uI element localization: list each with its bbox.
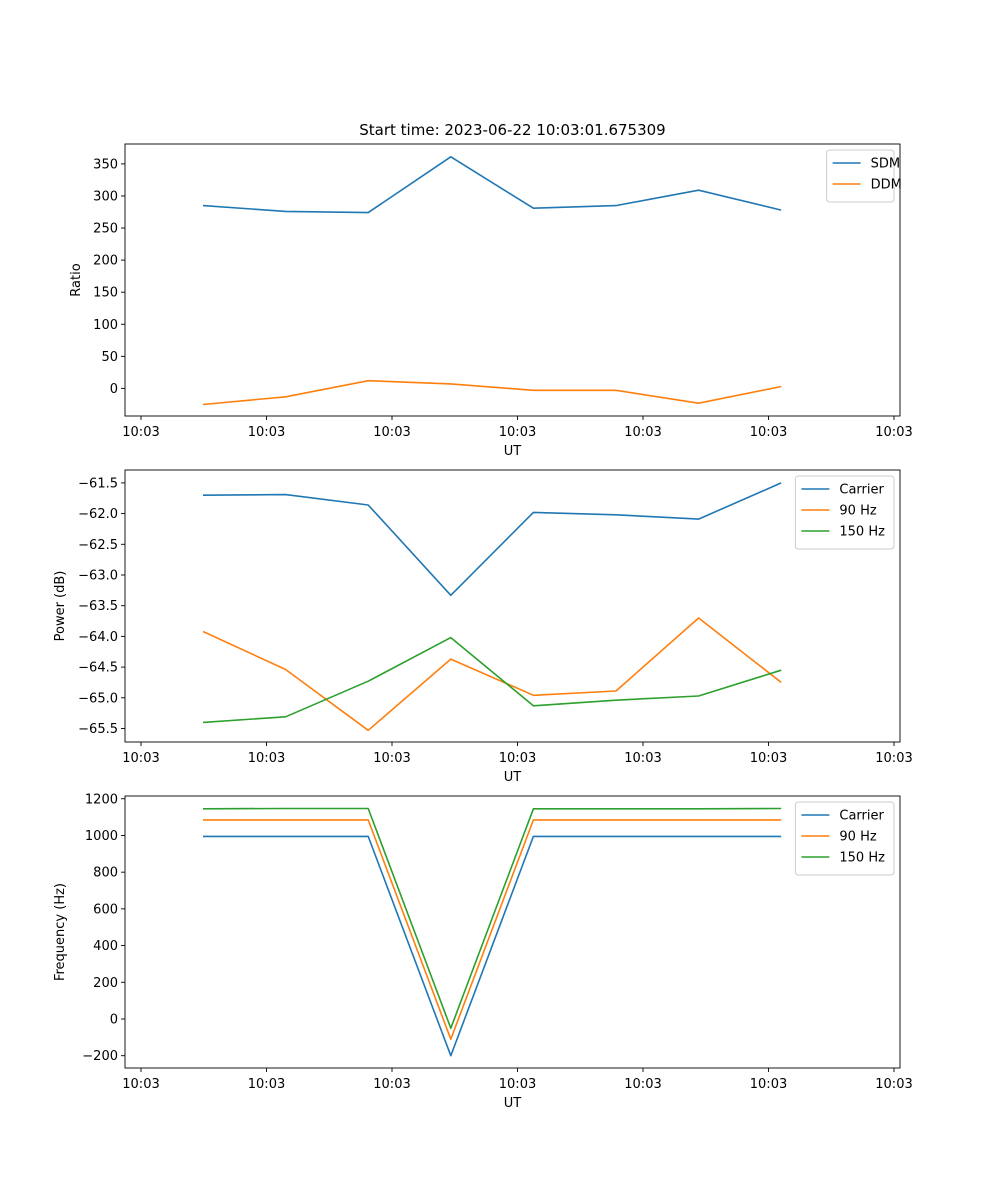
subplot-2: 10:0310:0310:0310:0310:0310:0310:0310:04… (53, 469, 913, 785)
x-tick-label: 10:03 (373, 425, 410, 440)
y-tick-label: 50 (101, 350, 118, 365)
series-line-90-hz (202, 617, 782, 732)
series-line-150-hz (202, 636, 782, 724)
legend-label: Carrier (839, 809, 884, 824)
series-line-150-hz (202, 807, 782, 1029)
series-line-90-hz (203, 819, 782, 1040)
x-tick-label: 10:03 (750, 425, 787, 440)
x-tick-label: 10:03 (624, 751, 661, 766)
subplot-1: 10:0310:0310:0310:0310:0310:0310:0310:04… (69, 143, 913, 459)
x-tick-label: 10:03 (248, 751, 285, 766)
series-line-ddm (202, 379, 782, 406)
y-tick-label: 150 (93, 286, 118, 301)
subplots: 10:0310:0310:0310:0310:0310:0310:0310:04… (53, 143, 913, 1111)
x-tick-label: 10:03 (499, 1077, 536, 1092)
x-tick-label: 10:03 (499, 425, 536, 440)
legend-label: Carrier (839, 483, 884, 498)
legend: Carrier 90 Hz 150 Hz (794, 801, 895, 876)
y-axis-label: Frequency (Hz) (53, 883, 68, 981)
y-tick-label: −64.0 (78, 630, 118, 645)
x-tick-label: 10:03 (122, 1077, 159, 1092)
legend-label: DDM (871, 178, 902, 193)
y-axis-label: Power (dB) (53, 571, 68, 642)
legend-label: SDM (871, 157, 900, 172)
figure-title: Start time: 2023-06-22 10:03:01.675309 (359, 121, 665, 139)
y-tick-label: −62.5 (78, 538, 118, 553)
x-axis-label: UT (504, 444, 522, 459)
y-tick-label: −63.5 (78, 599, 118, 614)
legend-label: 150 Hz (839, 525, 885, 540)
y-tick-label: 200 (93, 254, 118, 269)
y-tick-label: 200 (93, 976, 118, 991)
y-tick-label: 1200 (85, 792, 118, 807)
series-line-sdm (202, 156, 782, 214)
legend: Carrier 90 Hz 150 Hz (794, 475, 895, 550)
x-tick-label: 10:03 (122, 425, 159, 440)
y-tick-label: 0 (110, 1012, 118, 1027)
y-tick-label: 800 (93, 866, 118, 881)
y-tick-label: 100 (93, 318, 118, 333)
y-tick-label: 400 (93, 939, 118, 954)
y-tick-label: 350 (93, 157, 118, 172)
x-tick-label: 10:03 (122, 751, 159, 766)
y-tick-label: 0 (110, 382, 118, 397)
x-tick-label: 10:03 (750, 1077, 787, 1092)
y-tick-label: 1000 (85, 829, 118, 844)
series-line-carrier (203, 835, 782, 1057)
y-axis-label: Ratio (69, 263, 84, 296)
y-tick-label: −65.0 (78, 691, 118, 706)
legend-label: 150 Hz (839, 851, 885, 866)
y-tick-label: −61.5 (78, 476, 118, 491)
x-tick-label: 10:03 (750, 751, 787, 766)
y-tick-label: 600 (93, 902, 118, 917)
x-tick-label: 10:03 (624, 425, 661, 440)
y-tick-label: 300 (93, 189, 118, 204)
legend-label: 90 Hz (839, 830, 876, 845)
axes-frame (124, 795, 901, 1069)
series-line-carrier (202, 482, 782, 597)
x-tick-label: 10:03 (373, 751, 410, 766)
y-tick-label: −200 (82, 1049, 118, 1064)
legend-label: 90 Hz (839, 504, 876, 519)
x-tick-label: 10:03 (373, 1077, 410, 1092)
y-tick-label: 250 (93, 222, 118, 237)
x-tick-label: 10:03 (248, 425, 285, 440)
y-tick-label: −62.0 (78, 507, 118, 522)
y-tick-label: −65.5 (78, 722, 118, 737)
x-axis-label: UT (504, 1096, 522, 1111)
subplot-3: 10:0310:0310:0310:0310:0310:0310:0310:04… (53, 792, 913, 1111)
x-axis-label: UT (504, 770, 522, 785)
y-tick-label: −63.0 (78, 568, 118, 583)
x-tick-label: 10:03 (248, 1077, 285, 1092)
x-tick-label: 10:03 (624, 1077, 661, 1092)
legend: SDM DDM (826, 149, 902, 203)
x-tick-label: 10:03 (875, 1077, 912, 1092)
x-tick-label: 10:03 (875, 425, 912, 440)
x-tick-label: 10:03 (499, 751, 536, 766)
x-tick-label: 10:03 (875, 751, 912, 766)
axes-frame (124, 143, 901, 417)
y-tick-label: −64.5 (78, 661, 118, 676)
